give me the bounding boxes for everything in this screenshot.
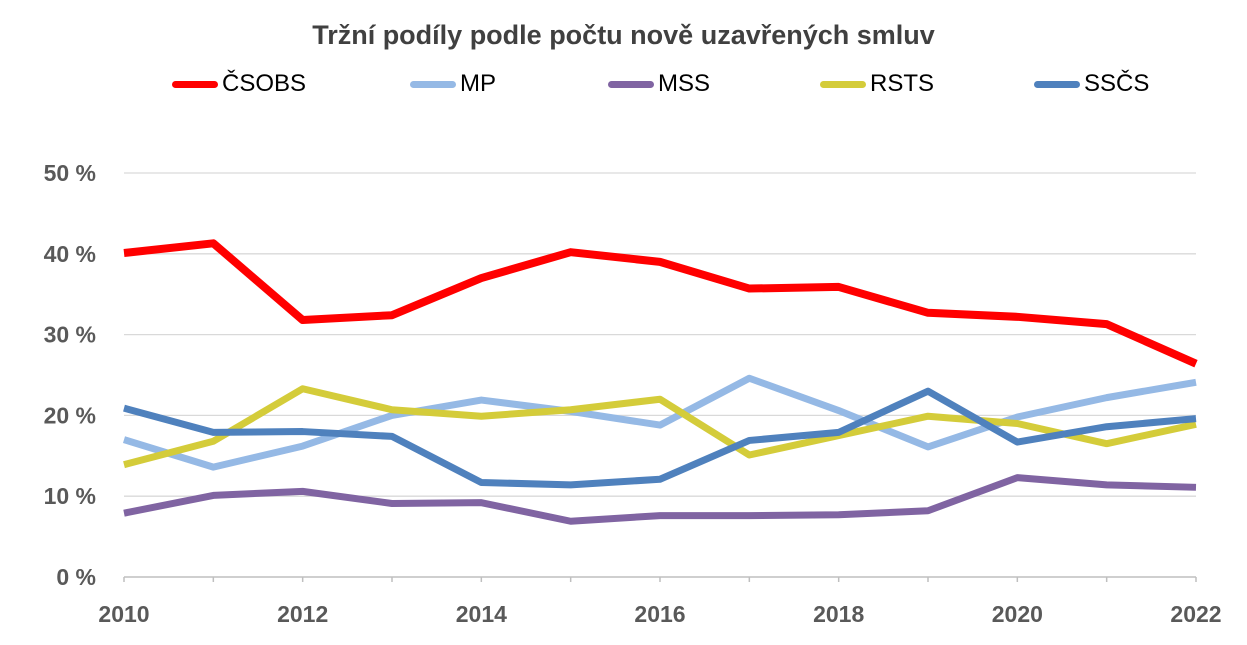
series-line-mss [123,474,1197,525]
x-tick-label: 2016 [634,601,685,627]
axes [123,576,1197,582]
y-tick-label: 30 % [44,322,96,348]
legend-label-sscs: SSČS [1084,70,1150,97]
series-line-sscs [123,387,1197,489]
y-tick-label: 50 % [44,160,96,186]
x-tick-label: 2012 [277,601,328,627]
x-axis-ticks: 2010 2012 2014 2016 2018 2020 2022 [98,601,1221,627]
legend-label-mss: MSS [658,70,711,97]
y-tick-label: 40 % [44,241,96,267]
series-line-mp [122,374,1197,471]
x-tick-label: 2014 [456,601,507,627]
legend-item-mp: MP [410,70,496,98]
legend-swatch-rsts [820,80,866,88]
legend-item-sscs: SSČS [1034,70,1149,98]
legend-swatch-csobs [172,80,218,88]
y-tick-label: 10 % [44,483,96,509]
series-lines [122,239,1198,525]
x-tick-label: 2020 [992,601,1043,627]
y-axis-ticks: 0 % 10 % 20 % 30 % 40 % 50 % [44,160,96,590]
legend-swatch-sscs [1034,80,1080,88]
series-line-rsts [123,385,1197,469]
legend-swatch-mp [410,80,456,88]
legend-label-rsts: RSTS [870,70,935,97]
legend: ČSOBS MP MSS RSTS SSČS [0,70,1247,102]
legend-item-csobs: ČSOBS [172,70,306,98]
x-tick-label: 2018 [813,601,864,627]
x-tick-label: 2022 [1170,601,1221,627]
legend-label-csobs: ČSOBS [222,70,307,97]
y-tick-label: 0 % [56,564,96,590]
legend-item-mss: MSS [608,70,710,98]
y-tick-label: 20 % [44,402,96,428]
x-tick-label: 2010 [98,601,149,627]
chart-title: Tržní podíly podle počtu nově uzavřených… [312,20,935,50]
legend-item-rsts: RSTS [820,70,934,98]
series-line-csobs [123,239,1198,368]
legend-label-mp: MP [460,70,496,97]
legend-swatch-mss [608,80,654,88]
